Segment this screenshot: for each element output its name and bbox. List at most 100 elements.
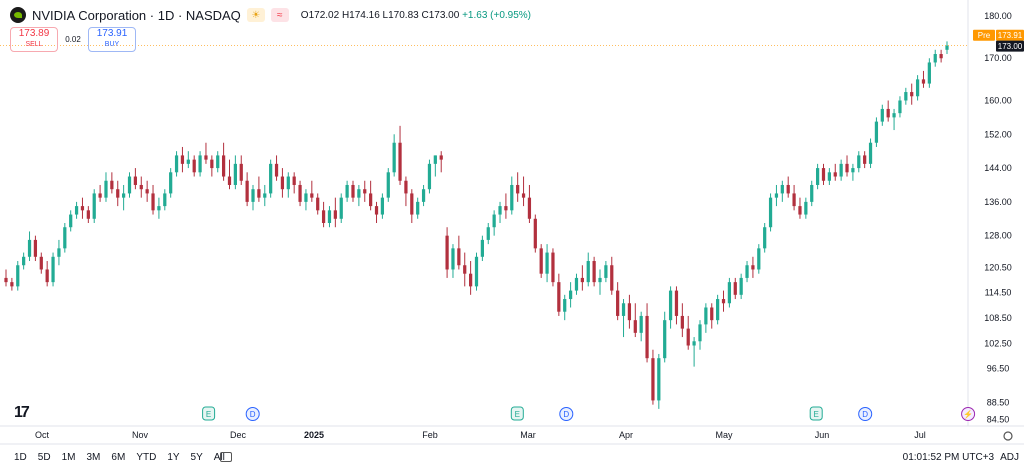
- high-value: H174.16: [341, 9, 380, 21]
- sell-label: SELL: [25, 41, 43, 48]
- candle-body: [251, 189, 255, 202]
- buy-button[interactable]: 173.91 BUY: [88, 27, 136, 52]
- dividend-marker-icon[interactable]: [559, 407, 574, 421]
- sell-button[interactable]: 173.89 SELL: [10, 27, 58, 52]
- low-value: L170.83: [382, 9, 419, 21]
- y-tick-label: 114.50: [985, 288, 1012, 298]
- candle-body: [98, 193, 102, 198]
- flash-marker-icon[interactable]: [961, 407, 976, 421]
- candle-body: [486, 227, 490, 240]
- event-marker-label: D: [862, 410, 868, 419]
- timeframe-all[interactable]: All: [213, 452, 225, 463]
- candle-body: [104, 180, 108, 198]
- candle-body: [574, 277, 579, 291]
- candle-body: [80, 206, 85, 211]
- candle-body: [510, 184, 514, 211]
- candle-body: [763, 227, 767, 249]
- event-marker-label: E: [515, 410, 520, 419]
- pre-tag-badge: [973, 29, 995, 41]
- x-tick-label: Mar: [520, 430, 536, 440]
- candle-body: [245, 180, 249, 202]
- timeframe-1d[interactable]: 1D: [14, 452, 27, 463]
- status-icon[interactable]: ≈: [270, 8, 289, 22]
- candle-body: [821, 168, 826, 181]
- adjust-toggle[interactable]: ADJ: [1000, 452, 1019, 463]
- y-tick-label: 120.50: [984, 262, 1012, 272]
- candle-body: [904, 92, 908, 101]
- event-marker-label: D: [563, 410, 569, 419]
- candle-body: [910, 92, 914, 97]
- market-session-icon[interactable]: ☀: [246, 8, 265, 22]
- candle-body: [57, 248, 61, 257]
- symbol-title[interactable]: NVIDIA Corporation · 1D · NASDAQ: [32, 7, 241, 23]
- x-tick-label: 2025: [304, 430, 324, 440]
- y-tick-label: 108.50: [984, 313, 1012, 323]
- candle-body: [210, 159, 214, 169]
- clock-time[interactable]: 01:01:52 PM UTC+3: [902, 452, 995, 463]
- last-price-badge: [996, 40, 1024, 52]
- change-value: +1.63 (+0.95%): [462, 9, 532, 21]
- candle-body: [274, 163, 279, 177]
- settings-gear-icon[interactable]: [1003, 431, 1013, 441]
- candle-body: [915, 79, 920, 97]
- candle-body: [868, 142, 873, 164]
- candle-body: [898, 100, 902, 114]
- buy-label: BUY: [104, 41, 120, 48]
- timeframe-ytd[interactable]: YTD: [136, 452, 157, 463]
- event-marker-label: ⚡: [963, 409, 973, 419]
- candle-body: [180, 155, 185, 164]
- candle-body: [727, 282, 732, 304]
- timeframe-1y[interactable]: 1Y: [167, 452, 180, 463]
- candle-body: [686, 328, 690, 346]
- y-tick-label: 102.50: [984, 338, 1012, 348]
- candle-body: [163, 193, 167, 207]
- timeframe-5d[interactable]: 5D: [37, 452, 51, 463]
- timeframe-6m[interactable]: 6M: [111, 452, 126, 463]
- x-tick-label: Dec: [230, 430, 247, 440]
- earnings-marker-icon[interactable]: [510, 406, 524, 421]
- y-tick-label: 128.00: [984, 231, 1012, 241]
- candle-body: [621, 303, 626, 316]
- candle-body: [933, 54, 937, 63]
- timeframe-3m[interactable]: 3M: [86, 452, 101, 463]
- y-tick-label: 84.50: [987, 414, 1010, 424]
- candle-body: [474, 256, 479, 287]
- candle-body: [421, 189, 426, 202]
- y-tick-label: 180.00: [984, 11, 1012, 21]
- candle-body: [151, 193, 155, 211]
- candle-body: [451, 248, 455, 270]
- close-value: C173.00: [421, 9, 460, 21]
- candle-body: [198, 155, 202, 173]
- candle-body: [298, 184, 302, 202]
- candle-body: [457, 248, 461, 266]
- earnings-marker-icon[interactable]: [809, 406, 823, 421]
- candle-body: [445, 235, 449, 270]
- candle-body: [680, 315, 684, 329]
- candle-body: [880, 108, 884, 122]
- candle-body: [33, 239, 38, 257]
- candle-body: [22, 256, 26, 266]
- pre-tag-label: Pre: [978, 31, 991, 40]
- candle-body: [598, 277, 602, 283]
- candle-body: [463, 265, 467, 274]
- candle-body: [839, 163, 843, 177]
- candle-body: [304, 193, 308, 202]
- candle-body: [792, 193, 796, 207]
- pre-price-label: 173.91: [998, 31, 1023, 40]
- timeframe-1m[interactable]: 1M: [61, 452, 76, 463]
- x-tick-label: May: [715, 430, 733, 440]
- tradingview-logo-icon[interactable]: 17: [14, 404, 30, 421]
- earnings-marker-icon[interactable]: [202, 406, 216, 421]
- y-tick-label: 170.00: [984, 53, 1012, 63]
- candle-body: [192, 159, 196, 173]
- candle-body: [321, 210, 326, 223]
- calendar-icon[interactable]: [220, 452, 232, 462]
- candle-body: [86, 210, 90, 219]
- candle-body: [39, 256, 43, 270]
- candle-body: [768, 197, 773, 228]
- dividend-marker-icon[interactable]: [858, 407, 873, 421]
- dividend-marker-icon[interactable]: [245, 407, 260, 421]
- timeframe-5y[interactable]: 5Y: [190, 452, 203, 463]
- spread-value: 0.02: [65, 35, 81, 44]
